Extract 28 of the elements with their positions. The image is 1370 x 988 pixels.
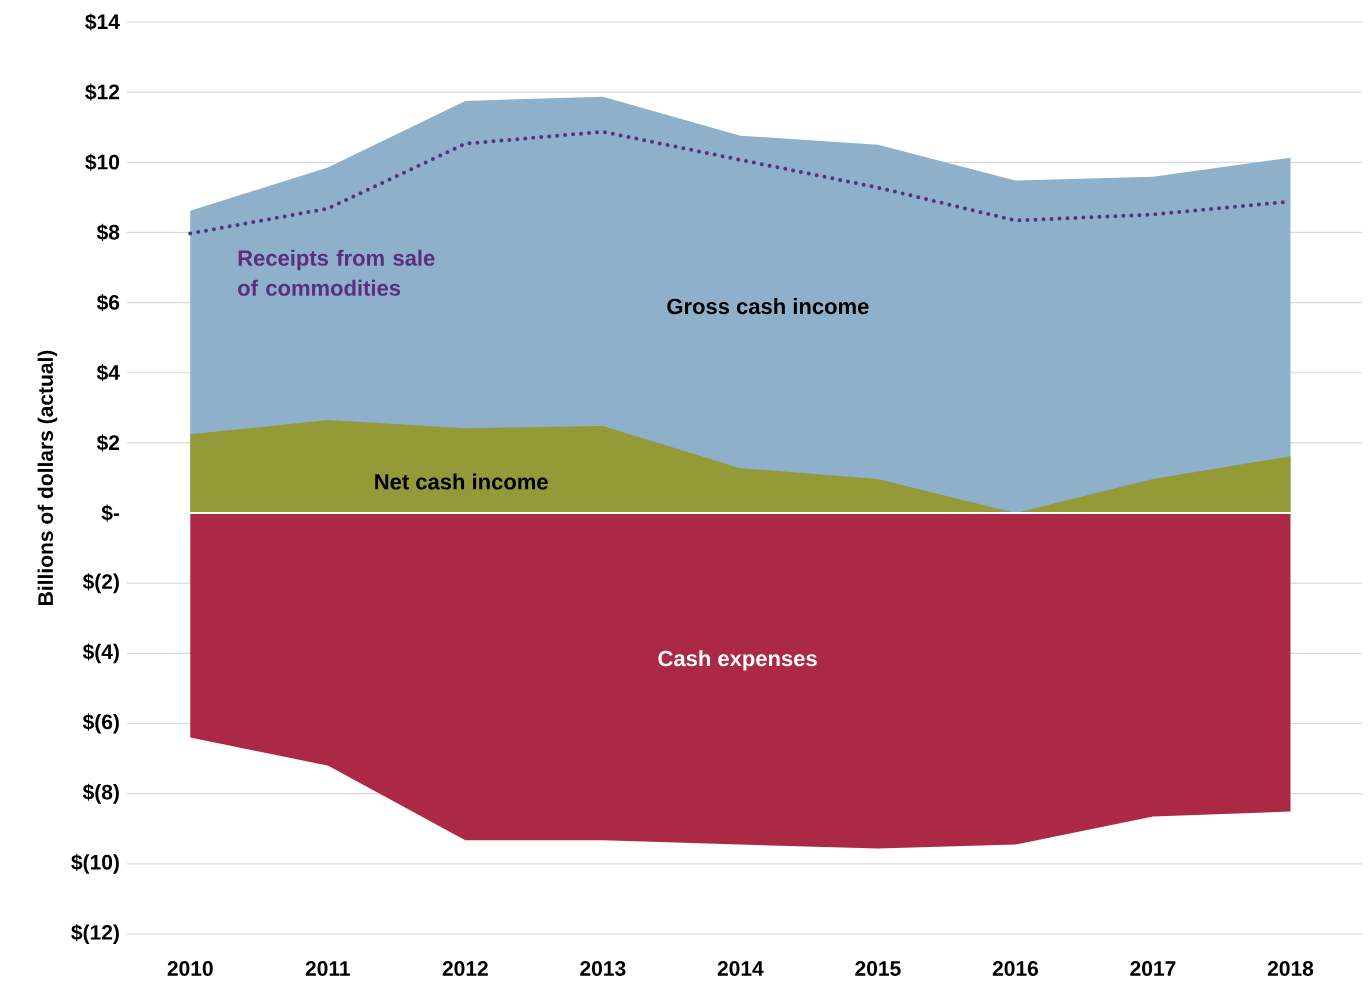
y-tick-label: $6 [96,294,120,312]
series-label: Receipts from sale of commodities [238,249,435,296]
y-axis-title: Billions of dollars (actual) [37,350,58,605]
y-tick-label: $(2) [82,573,119,594]
x-tick-label: 2013 [580,961,626,976]
x-tick-label: 2010 [167,961,213,976]
y-tick-label: $12 [85,83,120,101]
y-tick-label: $(10) [71,853,119,874]
y-tick-label: $- [101,504,120,522]
x-tick-label: 2014 [717,961,764,976]
y-tick-label: $(4) [82,643,119,664]
y-tick-label: $2 [96,434,120,452]
y-tick-label: $14 [85,13,120,31]
series-label: Cash expenses [658,650,817,671]
y-tick-label: $(8) [82,783,119,804]
x-tick-label: 2012 [442,961,488,976]
y-tick-label: $4 [96,364,120,382]
x-tick-label: 2011 [305,961,350,976]
x-tick-label: 2015 [855,961,901,976]
x-tick-label: 2016 [992,961,1039,976]
y-tick-label: $8 [96,223,120,242]
series-label: Gross cash income [667,298,869,315]
x-tick-label: 2018 [1267,961,1314,976]
y-tick-label: $(6) [82,713,119,734]
y-tick-label: $(12) [71,924,119,944]
y-tick-label: $10 [85,153,120,171]
series-label: Net cash income [375,473,548,490]
x-tick-label: 2017 [1130,961,1176,976]
